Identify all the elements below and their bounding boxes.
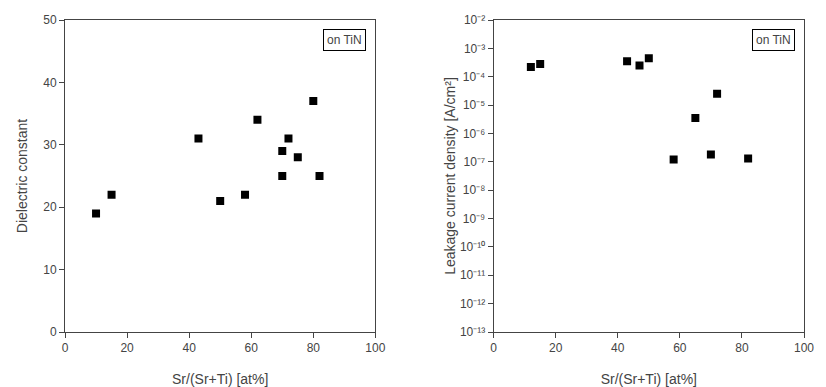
svg-text:80: 80 [735,341,749,355]
svg-text:40: 40 [182,341,196,355]
svg-text:0: 0 [490,341,497,355]
svg-text:40: 40 [611,341,625,355]
svg-text:10⁻¹³: 10⁻¹³ [460,325,485,339]
svg-text:0: 0 [62,341,69,355]
svg-text:10⁻⁴: 10⁻⁴ [463,70,486,84]
svg-text:Leakage current density [A/cm²: Leakage current density [A/cm²] [442,77,458,275]
svg-text:20: 20 [43,200,57,214]
svg-text:60: 60 [673,341,687,355]
svg-text:80: 80 [307,341,321,355]
svg-text:10⁻⁵: 10⁻⁵ [463,98,485,112]
svg-text:10⁻²: 10⁻² [464,13,485,27]
svg-text:20: 20 [549,341,563,355]
svg-text:10⁻¹²: 10⁻¹² [460,297,485,311]
svg-text:50: 50 [43,13,57,27]
svg-text:40: 40 [43,76,57,90]
svg-text:100: 100 [365,341,385,355]
svg-text:10⁻³: 10⁻³ [464,42,485,56]
svg-text:10⁻⁶: 10⁻⁶ [463,127,485,141]
svg-text:10⁻¹⁰: 10⁻¹⁰ [460,240,485,254]
svg-text:on TiN: on TiN [756,33,791,47]
svg-text:10⁻⁹: 10⁻⁹ [463,212,486,226]
svg-text:30: 30 [43,138,57,152]
svg-text:Sr/(Sr+Ti) [at%]: Sr/(Sr+Ti) [at%] [601,371,697,387]
svg-text:10⁻¹¹: 10⁻¹¹ [460,268,485,282]
svg-text:10⁻⁷: 10⁻⁷ [464,155,486,169]
svg-text:10⁻⁸: 10⁻⁸ [463,183,485,197]
svg-text:10: 10 [43,263,57,277]
svg-text:Sr/(Sr+Ti) [at%]: Sr/(Sr+Ti) [at%] [172,371,268,387]
svg-text:Dielectric constant: Dielectric constant [14,119,30,233]
svg-text:20: 20 [120,341,134,355]
svg-text:100: 100 [794,341,814,355]
svg-text:0: 0 [50,325,57,339]
svg-text:60: 60 [245,341,259,355]
svg-text:on TiN: on TiN [327,33,362,47]
